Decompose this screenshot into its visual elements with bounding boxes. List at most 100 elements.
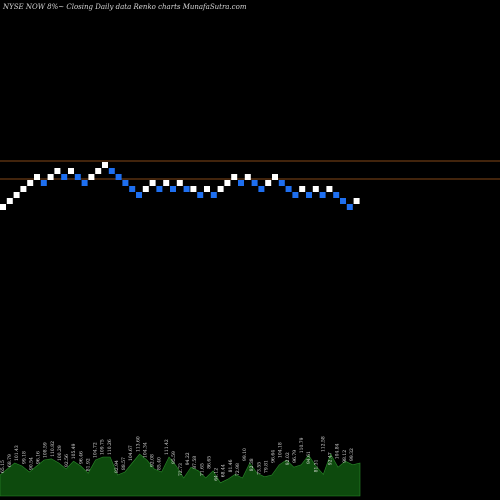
renko-brick-down (156, 186, 163, 192)
volume-label: 81.46 (228, 459, 234, 472)
volume-label: 72.73 (178, 463, 184, 476)
renko-brick-down (122, 180, 129, 186)
renko-brick-up (88, 174, 95, 180)
volume-label: 68.79 (7, 454, 13, 467)
volume-label: 88.57 (121, 457, 127, 470)
volume-label: 98.12 (342, 450, 348, 463)
renko-brick-up (0, 204, 6, 210)
renko-brick-up (163, 180, 170, 186)
renko-brick-up (265, 180, 272, 186)
renko-brick-down (278, 180, 285, 186)
volume-label: 96.46 (78, 451, 84, 464)
volume-label: 90.54 (28, 457, 34, 470)
volume-label: 110.26 (107, 439, 113, 455)
volume-area (0, 453, 361, 497)
renko-brick-down (61, 174, 68, 180)
volume-label: 86.65 (206, 456, 212, 469)
renko-brick-down (115, 174, 122, 180)
volume-label: 96.64 (271, 450, 277, 463)
volume-label: 113.60 (135, 436, 141, 452)
volume-labels: 65.15 68.79 101.43 99.18 90.54 96.16 108.59 110… (0, 436, 355, 481)
volume-label: 110.79 (299, 437, 305, 453)
renko-brick-up (299, 186, 306, 192)
renko-brick-up (102, 162, 108, 168)
renko-brick-up (54, 168, 61, 174)
renko-brick-down (319, 192, 326, 198)
renko-brick-down (306, 192, 312, 198)
volume-label: 94.61 (306, 451, 312, 464)
renko-brick-up (20, 186, 27, 192)
volume-label: 65.15 (0, 460, 6, 473)
renko-brick-up (47, 174, 54, 180)
volume-label: 81.31 (313, 459, 319, 472)
renko-brick-up (34, 174, 40, 180)
volume-label: 72.98 (235, 463, 241, 476)
volume-label: 99.32 (349, 448, 355, 461)
renko-brick-down (346, 204, 353, 210)
renko-brick-down (81, 180, 88, 186)
renko-brick-down (183, 186, 190, 192)
renko-brick-up (6, 198, 13, 204)
volume-label: 79.81 (263, 460, 269, 473)
volume-label: 104.72 (93, 442, 99, 458)
volume-label: 109.75 (100, 439, 106, 455)
volume-label: 85.40 (157, 457, 163, 470)
renko-brick-down (108, 168, 115, 174)
renko-brick-up (312, 186, 319, 192)
renko-brick-down (74, 174, 81, 180)
renko-brick-up (224, 180, 231, 186)
renko-brick-down (333, 192, 340, 198)
chart-title: NYSE NOW 8%~ Closing Daily data Renko ch… (2, 3, 247, 11)
renko-brick-up (149, 180, 156, 186)
renko-brick-up (217, 186, 224, 192)
volume-label: 92.02 (285, 452, 291, 465)
volume-label: 112.58 (320, 436, 326, 452)
volume-label: 101.43 (14, 445, 20, 461)
volume-label: 96.79 (292, 450, 298, 463)
renko-brick-up (190, 186, 197, 192)
renko-brick-up (13, 192, 20, 198)
volume-label: 82.94 (114, 460, 120, 473)
volume-label: 99.18 (21, 451, 27, 464)
volume-label: 105.49 (71, 443, 77, 459)
volume-label: 111.42 (164, 439, 170, 455)
renko-brick-up (27, 180, 34, 186)
volume-label: 87.58 (192, 456, 198, 469)
renko-brick-down (258, 186, 265, 192)
renko-brick-up (244, 174, 251, 180)
volume-label: 64.12 (214, 468, 220, 481)
renko-brick-up (142, 186, 149, 192)
volume-label: 96.16 (36, 451, 42, 464)
renko-brick-down (210, 192, 217, 198)
renko-brick-up (326, 186, 333, 192)
volume-label: 92.47 (328, 452, 334, 465)
volume-label: 104.84 (335, 443, 341, 459)
renko-brick-down (129, 186, 136, 192)
volume-label: 104.34 (142, 442, 148, 458)
renko-brick-up (68, 168, 74, 174)
renko-brick-up (353, 198, 360, 204)
renko-bricks (0, 162, 360, 210)
volume-label: 68.44 (221, 464, 227, 477)
renko-brick-down (40, 180, 47, 186)
renko-brick-down (340, 198, 346, 204)
renko-brick-up (231, 174, 238, 180)
renko-brick-up (204, 186, 210, 192)
volume-panel (0, 453, 361, 497)
renko-brick-down (292, 192, 299, 198)
renko-brick-down (197, 192, 204, 198)
renko-brick-down (251, 180, 258, 186)
volume-label: 104.18 (278, 442, 284, 458)
renko-brick-down (285, 186, 292, 192)
volume-label: 104.67 (128, 445, 134, 461)
renko-brick-down (170, 186, 176, 192)
volume-label: 110.82 (50, 441, 56, 457)
renko-brick-down (136, 192, 142, 198)
volume-label: 94.22 (185, 452, 191, 465)
volume-label: 95.59 (171, 451, 177, 464)
renko-brick-down (238, 180, 244, 186)
volume-label: 108.59 (43, 442, 49, 458)
volume-label: 71.65 (199, 463, 205, 476)
